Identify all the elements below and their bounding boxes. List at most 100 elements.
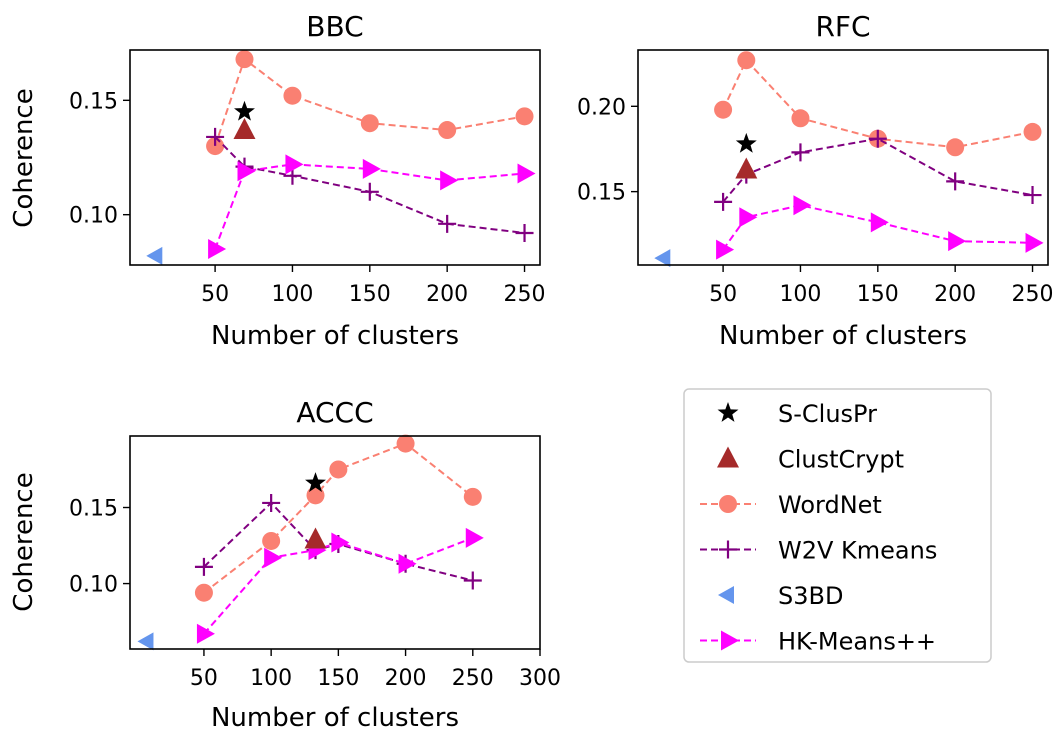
data-point	[438, 214, 457, 233]
data-point	[791, 143, 810, 162]
data-point	[440, 170, 459, 191]
bbc-data-marks	[146, 50, 536, 265]
rfc-axes-frame	[637, 49, 1049, 266]
series-s3bd	[137, 632, 154, 651]
series-clustcrypt	[304, 527, 327, 549]
legend-label: W2V Kmeans	[778, 537, 937, 565]
triangle-up-icon	[717, 446, 739, 468]
chart-accc: ACCC 50 100 150 200 250 300 0.10 0.15 Number o…	[9, 396, 561, 733]
x-tick-label: 150	[857, 282, 899, 307]
data-point	[948, 231, 967, 252]
data-point	[517, 163, 536, 184]
series-s-cluspr	[234, 100, 255, 121]
data-point	[360, 114, 379, 133]
x-tick-label: 100	[779, 282, 821, 307]
data-point	[654, 249, 671, 268]
chart-bbc: BBC 50 100 150 200 250 0.10 0.15 Number of cl…	[9, 10, 546, 351]
data-point	[233, 118, 256, 140]
series-s3bd	[146, 246, 163, 265]
y-axis-label: Coherence	[9, 88, 39, 227]
data-point	[735, 132, 757, 153]
bbc-x-ticks: 50 100 150 200 250	[201, 265, 546, 307]
x-axis-label: Number of clusters	[211, 703, 459, 733]
series-w2v-kmeans	[206, 127, 534, 242]
data-point	[739, 207, 758, 228]
data-point	[137, 632, 154, 651]
data-point	[304, 527, 327, 549]
data-point	[1023, 186, 1042, 205]
series-clustcrypt	[735, 157, 758, 179]
legend-label: S-ClusPr	[778, 400, 877, 428]
data-point	[235, 50, 254, 69]
x-tick-label: 100	[271, 282, 313, 307]
data-point	[208, 238, 227, 259]
x-tick-label: 200	[426, 282, 468, 307]
triangle-right-icon	[721, 630, 739, 651]
data-point	[793, 195, 812, 216]
series-hk-means	[196, 527, 484, 644]
x-axis-label: Number of clusters	[211, 321, 459, 351]
data-point	[234, 100, 255, 121]
series-hk-means	[208, 154, 536, 259]
circle-icon	[719, 495, 737, 513]
legend-entries: S-ClusPr ClustCrypt WordNet W2V Kmeans S3BD H…	[700, 400, 937, 656]
data-point	[262, 531, 281, 550]
data-point	[714, 100, 733, 119]
y-axis-label: Coherence	[9, 472, 39, 611]
data-point	[194, 583, 213, 602]
data-point	[946, 172, 965, 191]
data-point	[714, 192, 733, 211]
chart-rfc: RFC 50 100 150 200 250 0.15 0.20 Number of cl…	[577, 10, 1054, 351]
x-tick-label: 100	[250, 666, 292, 691]
legend-entry-s3bd: S3BD	[718, 582, 843, 610]
legend-entry-hk-means: HK-Means++	[700, 628, 936, 656]
data-point	[331, 532, 350, 553]
x-tick-label: 150	[317, 666, 359, 691]
triangle-left-icon	[718, 586, 734, 604]
x-tick-label: 200	[385, 666, 427, 691]
data-point	[237, 161, 256, 182]
series-w2v-kmeans	[714, 129, 1042, 211]
x-tick-label: 300	[519, 666, 561, 691]
legend-entry-wordnet: WordNet	[700, 491, 882, 519]
y-tick-label: 0.20	[577, 95, 626, 120]
y-tick-label: 0.10	[69, 204, 118, 229]
data-point	[362, 158, 381, 179]
series-wordnet	[714, 51, 1042, 157]
series-s-cluspr	[305, 472, 326, 493]
data-point	[946, 138, 965, 157]
series-hk-means	[716, 195, 1044, 260]
rfc-data-marks	[654, 51, 1044, 268]
data-point	[438, 121, 457, 140]
chart-title: ACCC	[296, 396, 373, 429]
series-line	[722, 137, 1033, 203]
x-tick-label: 150	[349, 282, 391, 307]
accc-data-marks	[137, 434, 484, 651]
legend-box	[683, 388, 992, 663]
data-point	[737, 51, 756, 70]
data-point	[870, 212, 889, 233]
data-point	[735, 157, 758, 179]
data-point	[398, 553, 417, 574]
accc-x-ticks: 50 100 150 200 250 300	[190, 649, 561, 691]
series-clustcrypt	[233, 118, 256, 140]
data-point	[463, 487, 482, 506]
rfc-x-ticks: 50 100 150 200 250	[709, 265, 1054, 307]
series-line	[214, 136, 525, 234]
data-point	[1023, 122, 1042, 141]
bbc-axes-frame	[129, 49, 541, 266]
chart-title: BBC	[306, 10, 363, 43]
series-line	[214, 57, 525, 147]
series-wordnet	[194, 434, 482, 602]
series-line	[203, 442, 474, 594]
data-point	[206, 127, 225, 146]
data-point	[868, 129, 887, 148]
data-point	[262, 493, 281, 512]
data-point	[194, 557, 213, 576]
legend-label: S3BD	[778, 582, 843, 610]
data-point	[396, 434, 415, 453]
data-point	[285, 154, 304, 175]
legend-label: WordNet	[778, 491, 882, 519]
data-point	[1025, 232, 1044, 253]
data-point	[305, 472, 326, 493]
